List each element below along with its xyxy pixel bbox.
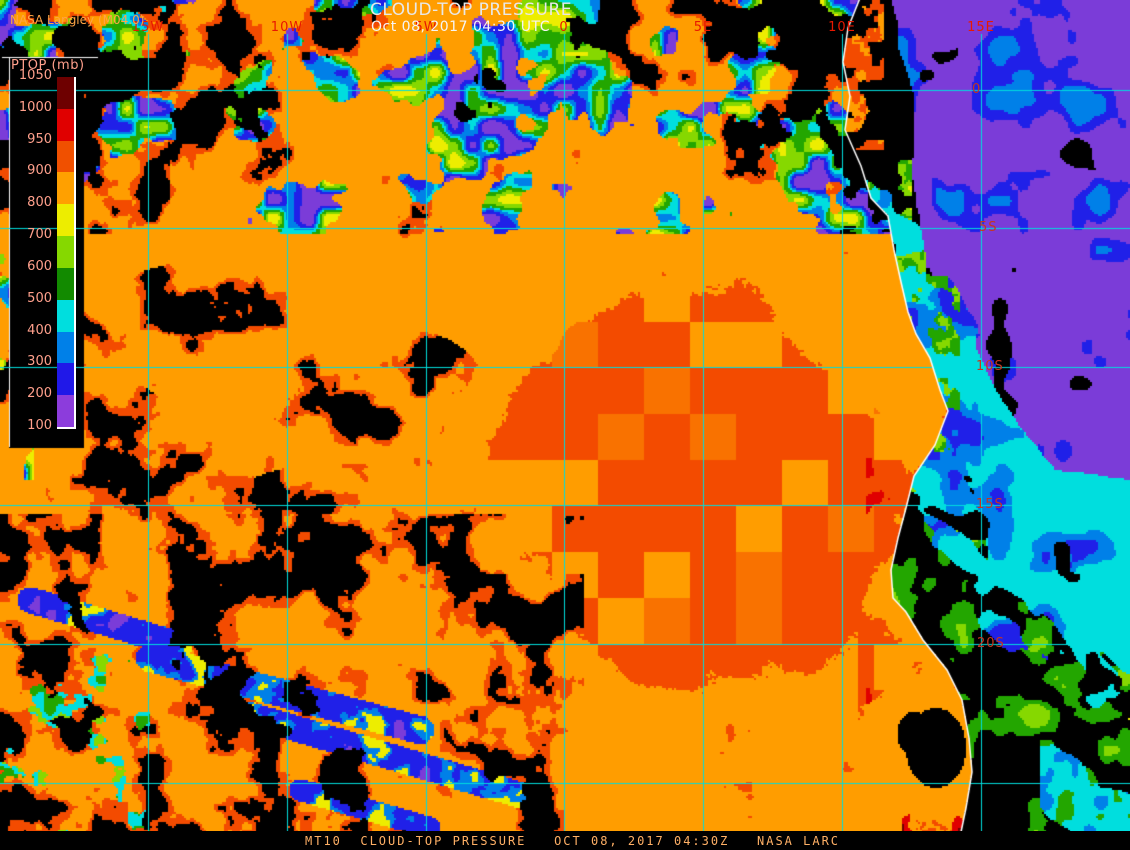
colorbar-segment-4 — [57, 204, 74, 237]
colorbar-segment-5 — [57, 236, 74, 268]
colorbar-segment-0 — [57, 77, 74, 109]
legend-tick-300: 300 — [27, 354, 52, 370]
lon-label-10W: 10W — [270, 20, 304, 35]
colorbar — [57, 77, 76, 429]
lat-label-5S: 5S — [979, 220, 998, 235]
page-title: CLOUD-TOP PRESSURE — [370, 0, 573, 20]
lat-label-0: 0 — [972, 82, 982, 97]
legend-tick-1050: 1050 — [18, 68, 52, 83]
colorbar-segment-10 — [57, 395, 74, 427]
lat-label-20S: 20S — [977, 636, 1005, 651]
legend-tick-100: 100 — [27, 418, 52, 434]
legend-tick-950: 950 — [27, 131, 52, 147]
colorbar-segment-9 — [57, 363, 74, 396]
timestamp-label: Oct 08, 2017 04:30 UTC — [371, 19, 550, 35]
lon-label-5W: 5W — [414, 20, 438, 35]
lon-label-15W: 15W — [131, 20, 165, 35]
legend-tick-200: 200 — [27, 386, 52, 402]
lon-label-10E: 10E — [828, 20, 856, 35]
legend-tick-400: 400 — [27, 322, 52, 338]
legend-title: PTOP (mb) — [11, 58, 85, 73]
colorbar-segment-8 — [57, 331, 74, 364]
lat-label-15S: 15S — [976, 497, 1004, 512]
legend-tick-700: 700 — [27, 227, 52, 243]
legend-tick-800: 800 — [27, 195, 52, 211]
legend-tick-1000: 1000 — [18, 99, 52, 115]
source-label: NASA Langley (M04.0) — [10, 13, 145, 27]
colorbar-segment-6 — [57, 267, 74, 300]
colorbar-segment-1 — [57, 108, 74, 141]
footer-bar: MT10 CLOUD-TOP PRESSURE OCT 08, 2017 04:… — [0, 831, 1130, 850]
legend-tick-900: 900 — [27, 163, 52, 179]
colorbar-segment-3 — [57, 172, 74, 205]
legend-tick-500: 500 — [27, 290, 52, 306]
colorbar-segment-7 — [57, 299, 74, 332]
lon-label-5E: 5E — [693, 20, 713, 35]
lon-label-15E: 15E — [967, 20, 995, 35]
lat-label-10S: 10S — [976, 359, 1004, 374]
colorbar-segment-2 — [57, 140, 74, 173]
lon-label-0: 0 — [559, 20, 569, 35]
legend-tick-600: 600 — [27, 258, 52, 274]
footer-text: MT10 CLOUD-TOP PRESSURE OCT 08, 2017 04:… — [305, 834, 841, 848]
